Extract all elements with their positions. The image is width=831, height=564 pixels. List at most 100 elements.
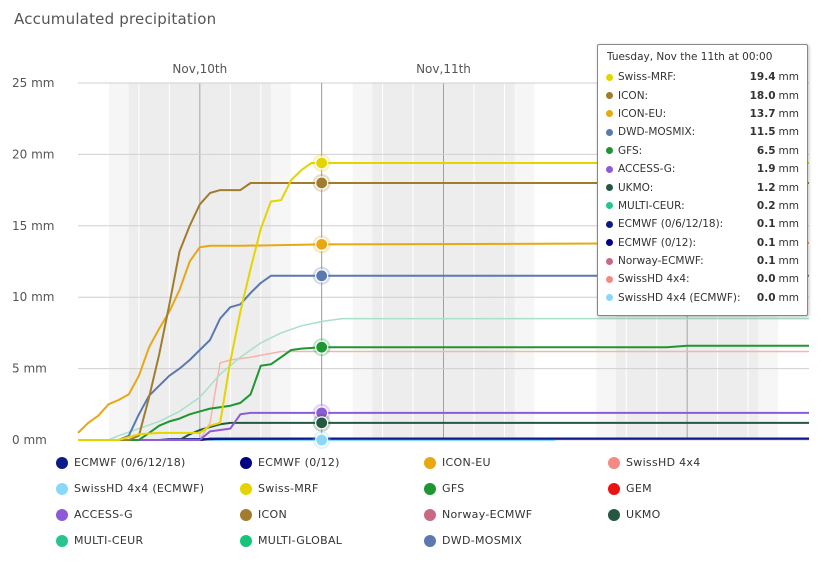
tooltip-row: MULTI-CEUR: 0.2 mm [606,197,799,215]
legend-label: ECMWF (0/6/12/18) [74,456,186,469]
y-tick-label: 5 mm [12,362,47,376]
tooltip-series-unit: mm [778,89,799,102]
series-line-icon-eu [77,241,810,434]
night-band [524,83,536,440]
night-band [453,83,465,440]
legend-item-swiss-mrf[interactable]: Swiss-MRF [240,482,319,495]
series-line-swiss-mrf [78,162,809,441]
legend-item-gfs[interactable]: GFS [424,482,465,495]
legend-item-ecmwf-0-12-[interactable]: ECMWF (0/12) [240,456,340,469]
cursor-marker-icon [315,176,329,190]
y-tick-label: 25 mm [12,76,54,90]
legend-label: ICON [258,508,288,521]
legend-item-icon[interactable]: ICON [240,508,287,521]
tooltip-row: DWD-MOSMIX: 11.5 mm [606,123,799,141]
tooltip-series-value: 11.5 [749,126,776,139]
tooltip-row: GFS: 6.5 mm [606,142,799,160]
tooltip-series-value: 0.0 [756,273,776,286]
legend-color-dot [608,456,620,469]
tooltip-row: ECMWF (0/6/12/18): 0.1 mm [606,215,799,233]
cursor-marker-swisshd-4x4-ecmwf- [315,433,329,447]
tooltip-series-value: 18.0 [749,89,776,102]
legend-item-ukmo[interactable]: UKMO [608,508,661,521]
tooltip-series-name: MULTI-CEUR: [618,199,685,212]
night-band [179,83,190,440]
tooltip-row: ECMWF (0/12): 0.1 mm [606,234,799,252]
tooltip-series-name: GFS: [618,144,643,157]
series-line-multi-ceur [78,317,809,441]
tooltip-series-unit: mm [778,291,799,304]
legend-label: MULTI-GLOBAL [258,534,343,547]
night-band [209,83,221,440]
tooltip-series-unit: mm [778,273,799,286]
series-color-dot [606,275,613,283]
night-band [473,83,485,440]
night-band [270,83,282,440]
tooltip-series-value: 0.2 [756,199,776,212]
night-band [230,83,241,440]
tooltip-series-unit: mm [778,107,799,120]
night-band [423,83,434,440]
tooltip-series-value: 13.7 [749,107,776,120]
tooltip-row: ICON-EU: 13.7 mm [606,105,799,123]
night-band [108,83,119,440]
night-band [220,83,231,440]
tooltip-series-unit: mm [778,126,799,139]
legend-color-dot [424,456,436,469]
y-tick-label: 0 mm [12,433,47,447]
legend-item-swisshd-4x4-ecmwf-[interactable]: SwissHD 4x4 (ECMWF) [56,482,204,495]
night-band [402,83,414,440]
tooltip-series-unit: mm [778,199,799,212]
night-band [352,83,363,440]
legend-color-dot [56,534,68,547]
series-color-dot [606,294,613,302]
legend-item-norway-ecmwf[interactable]: Norway-ECMWF [424,508,532,521]
legend-item-icon-eu[interactable]: ICON-EU [424,456,491,469]
legend-item-multi-ceur[interactable]: MULTI-CEUR [56,534,143,547]
night-band [392,83,404,440]
legend-label: GEM [626,482,652,495]
tooltip-series-value: 0.1 [756,255,776,268]
chart-title: Accumulated precipitation [14,10,217,28]
tooltip-series-unit: mm [778,181,799,194]
legend-label: SwissHD 4x4 [626,456,701,469]
legend-item-multi-global[interactable]: MULTI-GLOBAL [240,534,342,547]
night-band [149,83,160,440]
night-band [260,83,272,440]
night-band [514,83,526,440]
tooltip-series-unit: mm [778,218,799,231]
cursor-marker-ukmo [315,416,329,430]
night-band [362,83,373,440]
legend-item-access-g[interactable]: ACCESS-G [56,508,133,521]
tooltip-series-name: ICON: [618,89,649,102]
legend-label: SwissHD 4x4 (ECMWF) [74,482,205,495]
legend-color-dot [424,482,436,495]
night-band [199,83,211,440]
tooltip-series-value: 0.1 [756,218,776,231]
night-band [159,83,170,440]
y-tick-label: 15 mm [12,219,54,233]
series-color-dot [606,202,613,210]
legend-item-swisshd-4x4[interactable]: SwissHD 4x4 [608,456,701,469]
legend-item-gem[interactable]: GEM [608,482,652,495]
legend-label: GFS [442,482,465,495]
legend-label: ACCESS-G [74,508,133,521]
night-band [433,83,444,440]
night-band [382,83,394,440]
tooltip-series-value: 1.2 [756,181,776,194]
legend-color-dot [608,482,620,495]
legend-item-ecmwf-0-6-12-18-[interactable]: ECMWF (0/6/12/18) [56,456,186,469]
legend-color-dot [424,508,436,521]
tooltip-series-unit: mm [778,255,799,268]
legend-label: Norway-ECMWF [442,508,533,521]
night-band [484,83,495,440]
legend-color-dot [240,456,252,469]
series-color-dot [606,184,613,192]
legend-color-dot [240,534,252,547]
tooltip-series-name: ECMWF (0/6/12/18): [618,218,724,231]
tooltip-rows: Swiss-MRF: 19.4 mm ICON: 18.0 mm ICON-EU: 13.7 m… [606,68,799,307]
legend-label: ICON-EU [442,456,491,469]
legend-item-dwd-mosmix[interactable]: DWD-MOSMIX [424,534,522,547]
tooltip-series-value: 19.4 [749,71,776,84]
series-color-dot [606,110,613,118]
